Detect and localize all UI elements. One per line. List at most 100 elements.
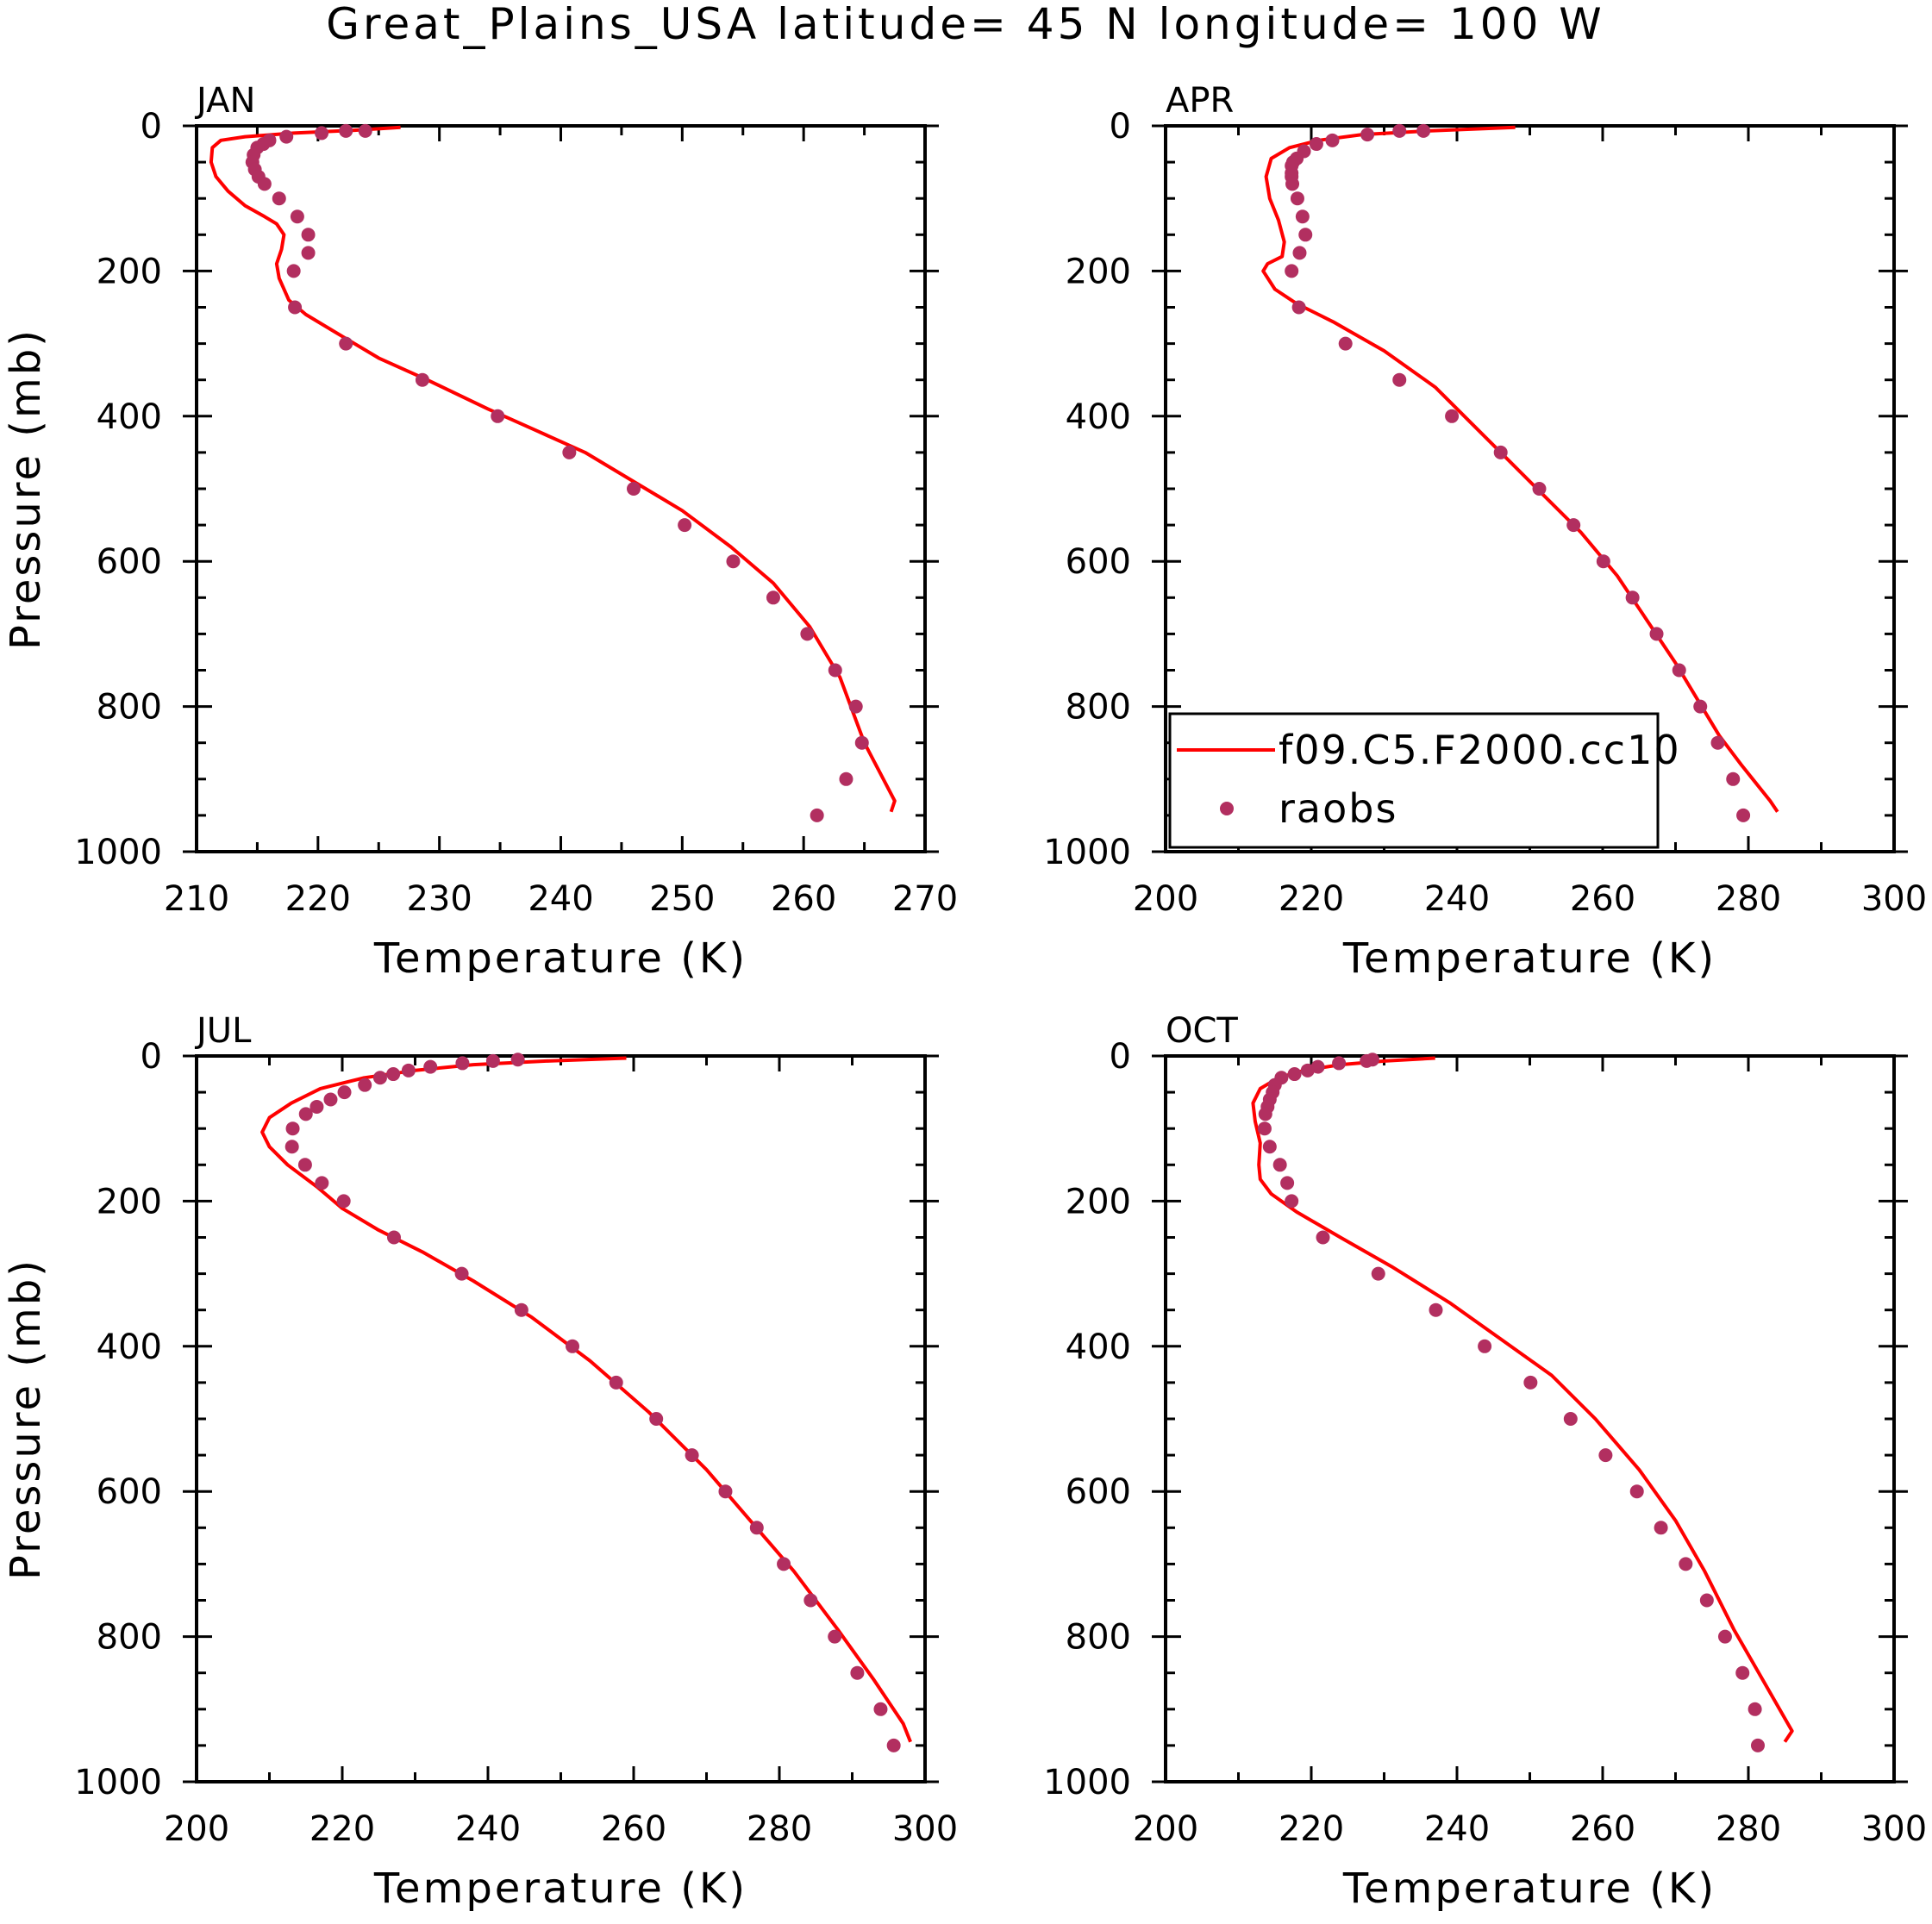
panel-title: JUL [194,1011,252,1051]
obs-point [1262,1140,1277,1154]
model-line [209,125,897,813]
y-tick-label: 400 [1066,1327,1131,1367]
y-tick-label: 800 [1066,1618,1131,1658]
x-tick-label: 220 [1279,1809,1344,1849]
legend: f09.C5.F2000.cc10 raobs [1168,712,1681,849]
obs-point [1392,123,1407,138]
obs-point [1693,699,1708,714]
x-tick-label: 250 [649,879,715,919]
obs-point [301,246,316,260]
x-tick-label: 260 [771,879,836,919]
obs-point [1257,1121,1272,1136]
obs-point [1596,554,1610,569]
obs-point [415,372,429,387]
obs-point [286,264,301,278]
obs-point [749,1521,764,1535]
y-axis-label: Pressure (mb) [2,328,50,650]
obs-point [514,1302,528,1317]
obs-point [337,1085,352,1100]
panel-title: OCT [1166,1011,1238,1051]
x-tick-label: 220 [1279,879,1344,919]
obs-point [1523,1375,1538,1390]
obs-point [803,1593,818,1608]
y-tick-label: 600 [1066,1472,1131,1512]
y-tick-label: 600 [97,1472,162,1512]
obs-point [386,1230,401,1245]
y-tick-label: 1000 [1043,833,1131,872]
obs-point [339,336,353,351]
obs-point [649,1412,664,1426]
obs-point [1654,1521,1668,1535]
y-tick-label: 200 [97,1182,162,1221]
x-tick-label: 240 [1424,879,1490,919]
x-tick-label: 260 [601,1809,666,1849]
obs-point [1360,1053,1374,1068]
obs-point [854,735,869,750]
obs-point [850,1665,865,1680]
obs-point [372,1071,387,1085]
obs-point [1285,177,1300,191]
y-tick-label: 1000 [74,833,162,872]
y-tick-label: 0 [141,107,162,147]
obs-point [1285,1194,1299,1209]
obs-point [315,126,329,141]
legend-obs-label: raobs [1279,785,1397,832]
obs-point [288,300,303,315]
obs-point [290,209,304,224]
obs-point [315,1176,329,1190]
obs-point [454,1266,469,1281]
obs-point [1292,246,1307,260]
obs-point [1325,133,1340,147]
obs-point [455,1056,470,1071]
obs-point [1598,1448,1613,1463]
obs-point [777,1557,791,1571]
obs-point [1316,1230,1330,1245]
obs-point [358,123,372,138]
x-axis-label: Temperature (K) [1342,934,1716,983]
obs-point [1360,128,1375,142]
obs-point [1672,663,1686,678]
obs-point [279,129,294,144]
obs-point [1726,771,1741,786]
obs-point [1309,137,1323,152]
obs-point [1625,590,1640,605]
x-tick-label: 200 [1133,1809,1198,1849]
obs-point [800,627,815,641]
obs-point [1563,1412,1578,1426]
obs-point [1300,1063,1315,1078]
y-tick-label: 200 [1066,1182,1131,1221]
x-tick-label: 240 [1424,1809,1490,1849]
obs-point [1371,1266,1385,1281]
figure-title: Great_Plains_USA latitude= 45 N longitud… [326,0,1604,49]
x-axis-label: Temperature (K) [1342,1865,1716,1913]
obs-point [423,1059,438,1074]
x-tick-label: 280 [1716,1809,1781,1849]
x-tick-label: 300 [892,1809,958,1849]
obs-point [566,1339,580,1353]
legend-model-label: f09.C5.F2000.cc10 [1279,727,1681,773]
legend-dot-swatch [1220,802,1234,815]
y-tick-label: 200 [1066,252,1131,291]
obs-point [886,1738,901,1752]
obs-point [1392,372,1407,387]
y-axis-label: Pressure (mb) [2,1258,50,1580]
obs-point [1566,518,1581,533]
obs-point [1478,1339,1492,1353]
obs-point [510,1053,525,1067]
obs-point [1272,1158,1287,1172]
obs-point [562,445,577,459]
obs-point [1735,1665,1750,1680]
obs-point [718,1484,733,1499]
obs-point [336,1194,351,1209]
obs-point [1258,1107,1272,1121]
x-tick-label: 280 [1716,879,1781,919]
obs-point [1290,191,1304,206]
y-tick-label: 0 [1110,1037,1131,1077]
y-tick-label: 400 [97,1327,162,1367]
x-tick-label: 200 [1133,879,1198,919]
obs-point [284,1140,299,1154]
